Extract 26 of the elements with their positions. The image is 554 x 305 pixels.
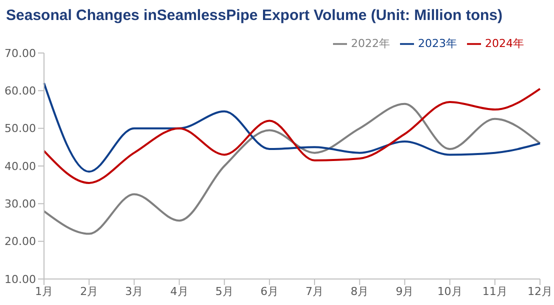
chart-title: Seasonal Changes inSeamlessPipe Export Volume (Unit: Million tons) <box>5 6 504 26</box>
x-tick-label: 9月 <box>396 284 414 298</box>
y-tick-label: 30.00 <box>4 198 36 211</box>
line-series <box>43 102 541 235</box>
x-tick-label: 5月 <box>215 284 234 298</box>
legend-label: 2024年 <box>485 37 524 50</box>
legend-label: 2023年 <box>418 37 457 50</box>
x-tick-label: 4月 <box>170 284 188 298</box>
y-tick-label: 40.00 <box>4 160 36 173</box>
x-tick-label: 3月 <box>125 284 144 298</box>
x-tick-label: 7月 <box>306 284 324 298</box>
y-tick-label: 70.00 <box>4 46 36 60</box>
x-tick-label: 11月 <box>482 284 508 298</box>
x-tick-label: 12月 <box>528 284 552 298</box>
x-tick-label: 6月 <box>260 284 278 298</box>
y-tick-label: 10.00 <box>4 272 36 286</box>
legend-label: 2022年 <box>351 37 390 50</box>
x-tick-label: 10月 <box>437 284 462 298</box>
y-tick-label: 60.00 <box>4 84 36 98</box>
y-tick-label: 20.00 <box>4 235 36 248</box>
y-tick-label: 50.00 <box>4 122 36 136</box>
x-tick-label: 8月 <box>350 284 369 298</box>
x-tick-label: 2月 <box>80 284 98 298</box>
x-tick-label: 1月 <box>35 284 53 298</box>
line-series <box>43 82 541 173</box>
line-series <box>43 88 541 184</box>
